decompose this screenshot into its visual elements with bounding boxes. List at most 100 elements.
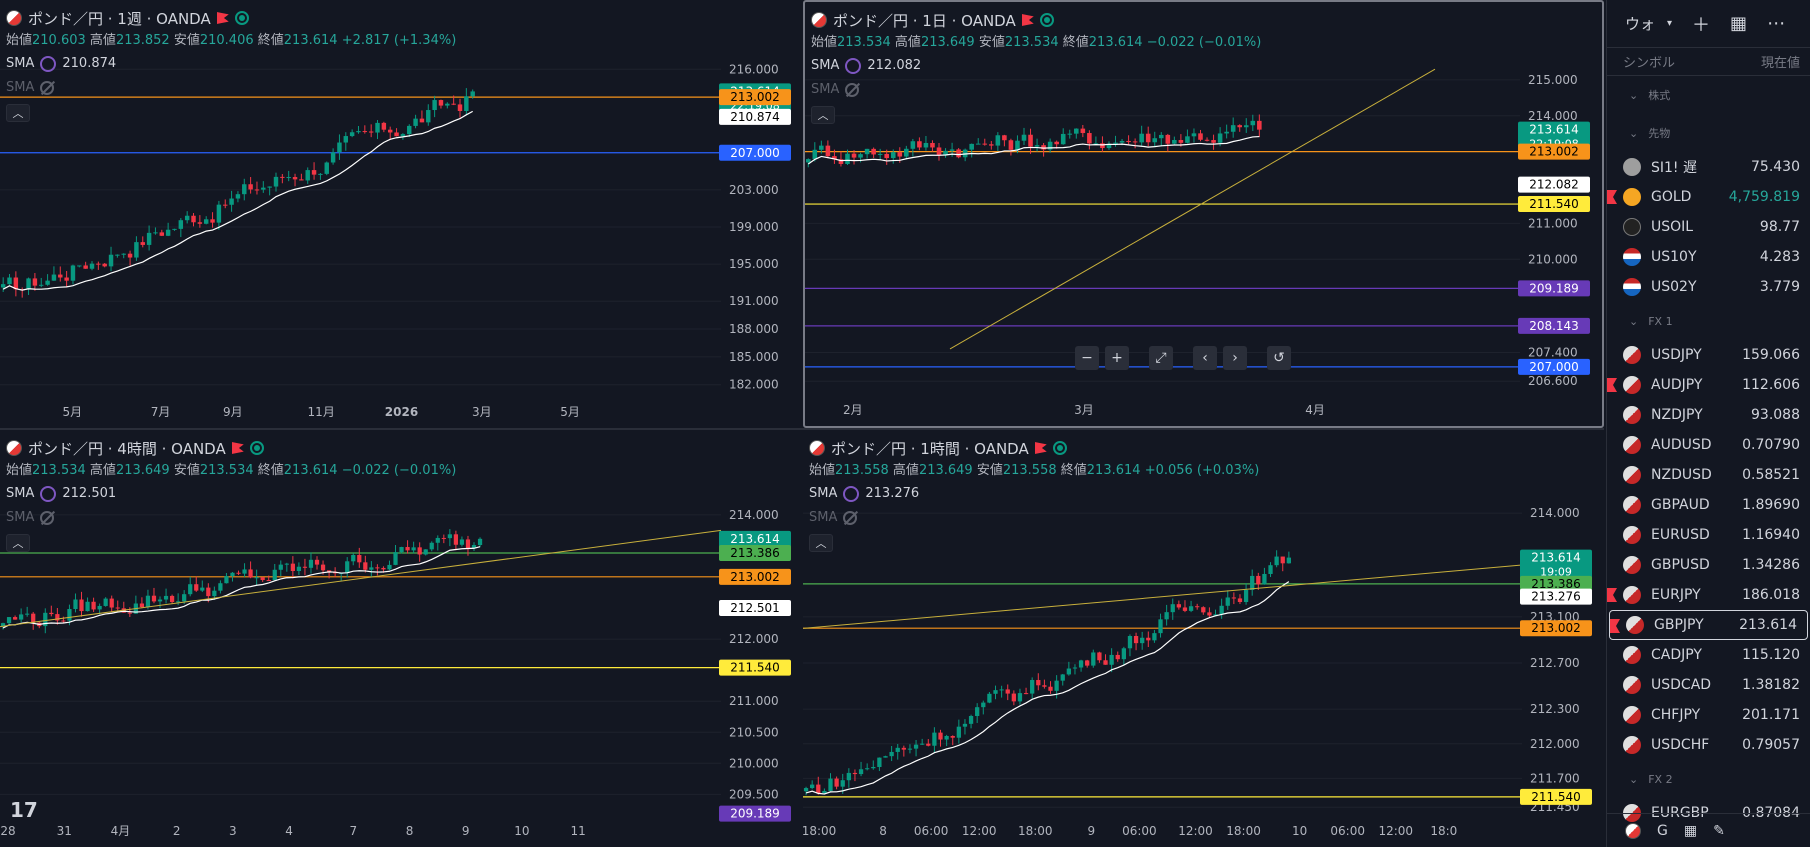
eye-off-icon[interactable] (40, 511, 55, 525)
chart-title[interactable]: ポンド／円 · 4時間 · OANDA (28, 439, 226, 458)
watchlist-row[interactable]: GBPAUD 1.89690 (1607, 490, 1810, 520)
watchlist-row[interactable]: EURUSD 1.16940 (1607, 520, 1810, 550)
watchlist-row[interactable]: AUDJPY 112.606 (1607, 370, 1810, 400)
watchlist-row[interactable]: USOIL 98.77 (1607, 212, 1810, 242)
candle-body (1286, 557, 1292, 564)
chart-pane-daily[interactable]: 215.000 214.000 211.000 210.000 207.400 206.6… (803, 0, 1604, 428)
tradingview-logo[interactable]: 17 (10, 798, 38, 822)
candle-body (445, 103, 450, 106)
candle-body (1005, 689, 1010, 694)
chart-pane-4h[interactable]: 214.000 212.000 211.000 210.500 210.000 209.5… (0, 430, 803, 847)
watchlist-row[interactable]: EURJPY 186.018 (1607, 580, 1810, 610)
edit-icon[interactable]: ✎ (1713, 822, 1725, 839)
watchlist-section[interactable]: ⌄ 株式 (1607, 76, 1810, 114)
candle-body (1060, 133, 1066, 145)
chart-canvas[interactable]: 214.000213.100212.700212.300212.000211.7… (803, 430, 1604, 847)
chevron-down-icon[interactable]: ⌄ (1629, 88, 1639, 102)
eye-off-icon[interactable] (845, 83, 860, 97)
sma-value: 212.082 (867, 58, 922, 73)
watchlist-row[interactable]: USDCAD 1.38182 (1607, 670, 1810, 700)
candle-body (399, 547, 404, 553)
chart-canvas[interactable]: 216.000 203.000 199.000 195.000 191.000 188.0… (0, 0, 803, 428)
footer-symbol[interactable]: G (1657, 822, 1668, 839)
add-symbol-icon[interactable]: ＋ (1692, 14, 1711, 36)
watchlist-row[interactable]: AUDUSD 0.70790 (1607, 430, 1810, 460)
flag-icon[interactable] (1610, 619, 1620, 633)
watchlist-row[interactable]: US02Y 3.779 (1607, 272, 1810, 302)
column-price[interactable]: 現在値 (1760, 56, 1800, 71)
watchlist-row[interactable]: SI1! 遅 75.430 (1607, 152, 1810, 182)
symbol-price: 0.58521 (1742, 467, 1800, 483)
table-view-icon[interactable]: ▦ (1730, 13, 1748, 34)
chart-title[interactable]: ポンド／円 · 1週 · OANDA (28, 9, 211, 28)
collapse-legend-button[interactable]: ︿ (809, 534, 833, 552)
chart-title[interactable]: ポンド／円 · 1日 · OANDA (833, 11, 1016, 30)
sma-indicator[interactable]: SMA 212.501 (6, 482, 456, 506)
collapse-legend-button[interactable]: ︿ (6, 104, 30, 122)
watchlist-section[interactable]: ⌄ FX 1 (1607, 302, 1810, 340)
sma-indicator-hidden[interactable]: SMA (811, 78, 1261, 102)
flag-icon[interactable] (1021, 14, 1034, 26)
candle-body (224, 576, 229, 584)
flag-icon[interactable] (1607, 190, 1617, 204)
column-symbol[interactable]: シンボル (1623, 56, 1676, 71)
collapse-legend-button[interactable]: ︿ (6, 534, 30, 552)
scroll-right-button[interactable]: › (1223, 346, 1247, 370)
watchlist-row[interactable]: USDCHF 0.79057 (1607, 730, 1810, 760)
fit-screen-button[interactable]: ⤢ (1149, 346, 1173, 370)
zoom-in-button[interactable]: + (1105, 346, 1129, 370)
eye-off-icon[interactable] (40, 81, 55, 95)
more-icon[interactable]: ⋯ (1767, 13, 1786, 34)
flag-icon[interactable] (1607, 378, 1617, 392)
chart-pane-1h[interactable]: 214.000 213.100 212.700 212.300 212.000 211.7… (803, 430, 1604, 847)
watchlist-row[interactable]: NZDJPY 93.088 (1607, 400, 1810, 430)
candle-body (1121, 648, 1126, 660)
watchlist-row[interactable]: USDJPY 159.066 (1607, 340, 1810, 370)
y-tick-label: 212.700 (1530, 656, 1580, 670)
chevron-down-icon[interactable]: ⌄ (1629, 126, 1639, 140)
candle-body (343, 136, 349, 143)
candle-body (825, 145, 831, 157)
pane-divider-horizontal[interactable] (0, 428, 1604, 430)
symbol-icon (1623, 526, 1641, 544)
sma-indicator-hidden[interactable]: SMA (6, 76, 456, 100)
flag-icon[interactable] (216, 12, 229, 24)
sma-indicator[interactable]: SMA 213.276 (809, 482, 1259, 506)
chevron-down-icon[interactable]: ⌄ (1629, 772, 1639, 786)
candle-body (838, 159, 844, 164)
candle-body (115, 254, 120, 256)
layout-icon[interactable]: ▦ (1683, 822, 1698, 839)
candle-body (0, 623, 6, 627)
reset-chart-button[interactable]: ↺ (1267, 346, 1291, 370)
chart-canvas[interactable]: 214.000 212.000 211.000 210.500 210.000 209.5… (0, 430, 803, 847)
sma-indicator[interactable]: SMA 210.874 (6, 52, 456, 76)
sma-indicator-hidden[interactable]: SMA (809, 506, 1259, 530)
chart-title[interactable]: ポンド／円 · 1時間 · OANDA (831, 439, 1029, 458)
flag-icon[interactable] (1607, 588, 1617, 602)
watchlist-row[interactable]: GOLD 4,759.819 (1607, 182, 1810, 212)
chevron-down-icon[interactable]: ⌄ (1629, 314, 1639, 328)
candles-group (0, 88, 475, 298)
y-tick-label: 211.000 (729, 694, 779, 708)
watchlist-row[interactable]: CHFJPY 201.171 (1607, 700, 1810, 730)
watchlist-section[interactable]: ⌄ FX 2 (1607, 760, 1810, 798)
sma-indicator-hidden[interactable]: SMA (6, 506, 456, 530)
watchlist-row[interactable]: CADJPY 115.120 (1607, 640, 1810, 670)
watchlist-row[interactable]: GBPUSD 1.34286 (1607, 550, 1810, 580)
candle-body (273, 176, 279, 187)
watchlist-title[interactable]: ウォ (1625, 15, 1656, 33)
chevron-down-icon[interactable]: ▾ (1667, 18, 1673, 29)
eye-off-icon[interactable] (843, 511, 858, 525)
watchlist-section[interactable]: ⌄ 先物 (1607, 114, 1810, 152)
scroll-left-button[interactable]: ‹ (1193, 346, 1217, 370)
watchlist-row[interactable]: US10Y 4.283 (1607, 242, 1810, 272)
collapse-legend-button[interactable]: ︿ (811, 106, 835, 124)
zoom-out-button[interactable]: − (1075, 346, 1099, 370)
sma-indicator[interactable]: SMA 212.082 (811, 54, 1261, 78)
flag-icon[interactable] (231, 442, 244, 454)
chart-canvas[interactable]: 215.000 214.000 211.000 210.000 207.400 206.6… (805, 2, 1602, 426)
watchlist-row[interactable]: NZDUSD 0.58521 (1607, 460, 1810, 490)
watchlist-row[interactable]: GBPJPY 213.614 (1609, 610, 1808, 640)
flag-icon[interactable] (1034, 442, 1047, 454)
chart-pane-weekly[interactable]: 216.000 203.000 199.000 195.000 191.000 188.0… (0, 0, 803, 428)
